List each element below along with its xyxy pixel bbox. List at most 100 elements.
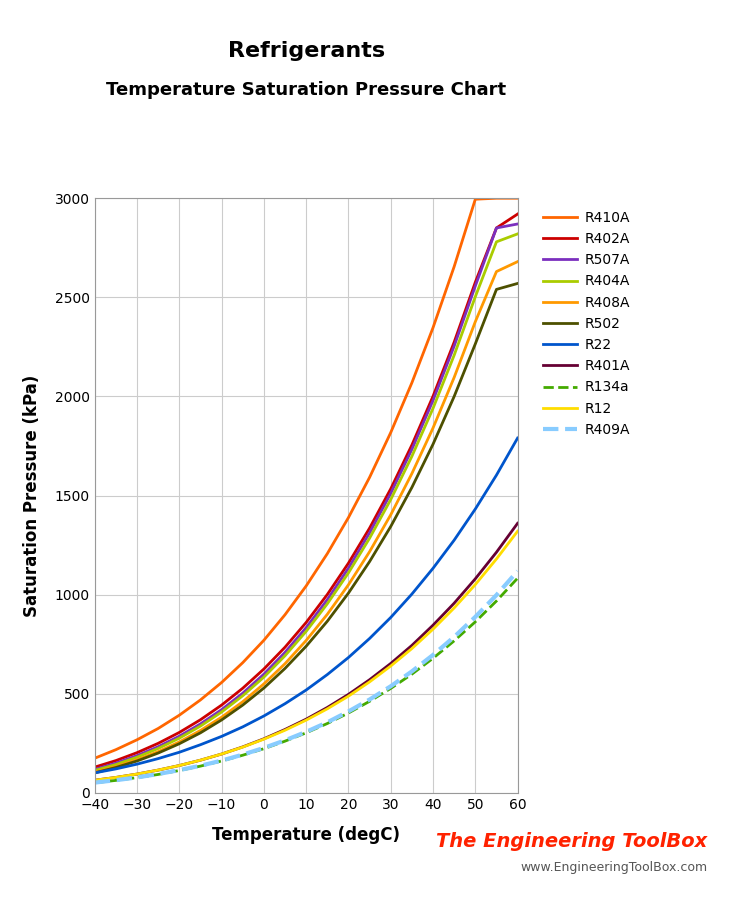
Line: R507A: R507A <box>95 224 518 769</box>
R12 <box>471 579 480 590</box>
R409A <box>408 666 416 677</box>
R12 <box>260 733 268 744</box>
R22 <box>408 588 416 599</box>
R410A <box>90 753 99 764</box>
R402A <box>323 589 332 600</box>
R502 <box>386 521 395 532</box>
R507A <box>112 758 120 769</box>
R410A <box>133 734 141 745</box>
Text: The Engineering ToolBox: The Engineering ToolBox <box>436 833 707 851</box>
R22 <box>344 652 353 663</box>
R409A <box>217 755 226 766</box>
R402A <box>90 761 99 772</box>
R404A <box>90 765 99 776</box>
R401A <box>302 714 311 724</box>
R502 <box>408 482 416 493</box>
R408A <box>365 546 374 557</box>
R12 <box>492 553 501 564</box>
R404A <box>133 751 141 762</box>
R409A <box>471 612 480 623</box>
R502 <box>133 756 141 767</box>
Legend: R410A, R402A, R507A, R404A, R408A, R502, R22, R401A, R134a, R12, R409A: R410A, R402A, R507A, R404A, R408A, R502,… <box>537 205 636 442</box>
R502 <box>217 714 226 725</box>
R12 <box>450 603 459 614</box>
R134a <box>154 769 163 780</box>
R409A <box>238 750 247 760</box>
R404A <box>450 350 459 360</box>
Line: R22: R22 <box>95 438 518 773</box>
R502 <box>112 762 120 773</box>
R410A <box>386 427 395 438</box>
R134a <box>196 760 205 771</box>
R410A <box>217 677 226 687</box>
R502 <box>492 284 501 295</box>
R22 <box>281 698 289 709</box>
R401A <box>154 765 163 776</box>
R401A <box>408 640 416 651</box>
R404A <box>238 690 247 701</box>
R401A <box>344 689 353 700</box>
Line: R410A: R410A <box>95 198 518 759</box>
R401A <box>450 597 459 608</box>
R134a <box>133 772 141 783</box>
R410A <box>408 378 416 388</box>
R408A <box>196 725 205 736</box>
R134a <box>302 727 311 738</box>
R12 <box>323 704 332 714</box>
R12 <box>175 760 184 771</box>
Line: R404A: R404A <box>95 234 518 770</box>
R22 <box>365 633 374 644</box>
R502 <box>513 278 522 289</box>
R404A <box>175 733 184 743</box>
R402A <box>238 683 247 694</box>
R410A <box>429 323 437 333</box>
R401A <box>323 702 332 713</box>
R22 <box>133 759 141 769</box>
R502 <box>471 339 480 350</box>
R12 <box>238 742 247 752</box>
R410A <box>323 548 332 559</box>
R409A <box>513 566 522 577</box>
R12 <box>408 643 416 654</box>
R12 <box>281 724 289 735</box>
R402A <box>513 209 522 220</box>
Line: R401A: R401A <box>95 523 518 780</box>
R401A <box>238 742 247 752</box>
R22 <box>175 747 184 758</box>
R402A <box>492 223 501 233</box>
R134a <box>90 778 99 788</box>
R502 <box>175 738 184 749</box>
R507A <box>344 563 353 574</box>
R402A <box>154 738 163 749</box>
R507A <box>323 595 332 605</box>
R502 <box>429 439 437 450</box>
R401A <box>513 518 522 529</box>
R404A <box>429 403 437 414</box>
Line: R12: R12 <box>95 532 518 780</box>
Y-axis label: Saturation Pressure (kPa): Saturation Pressure (kPa) <box>23 375 41 616</box>
R409A <box>90 778 99 788</box>
R404A <box>154 743 163 754</box>
X-axis label: Temperature (degC): Temperature (degC) <box>212 825 400 843</box>
R22 <box>154 753 163 764</box>
R404A <box>386 494 395 505</box>
R401A <box>260 733 268 744</box>
R410A <box>260 635 268 646</box>
R134a <box>281 736 289 747</box>
R22 <box>112 763 120 774</box>
R409A <box>154 769 163 779</box>
R408A <box>344 579 353 590</box>
R507A <box>365 527 374 538</box>
R410A <box>513 193 522 204</box>
Text: Refrigerants: Refrigerants <box>227 41 385 60</box>
R507A <box>450 341 459 351</box>
R408A <box>154 746 163 757</box>
R402A <box>281 642 289 652</box>
R410A <box>154 723 163 733</box>
R401A <box>281 724 289 735</box>
R502 <box>450 391 459 402</box>
R401A <box>175 760 184 771</box>
R409A <box>281 735 289 746</box>
R402A <box>365 523 374 533</box>
R134a <box>386 683 395 694</box>
